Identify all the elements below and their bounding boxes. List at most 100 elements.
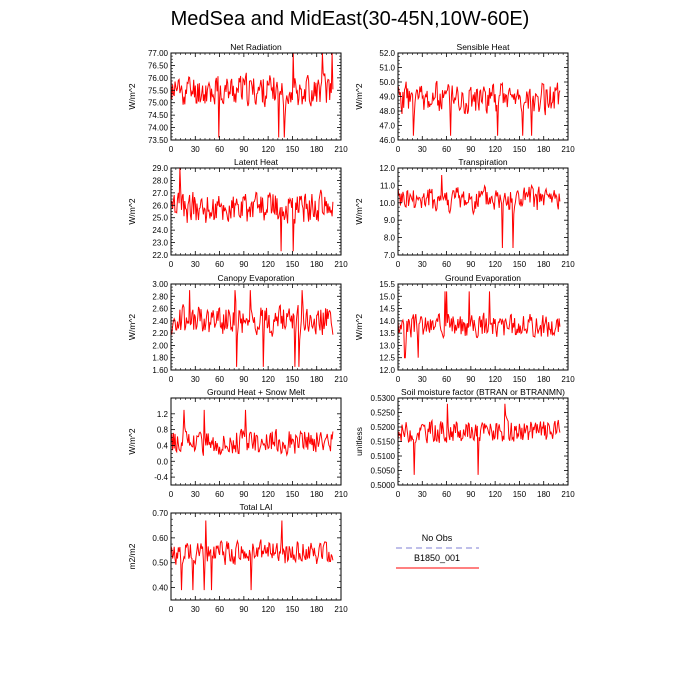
x-tick-label: 60: [442, 375, 451, 384]
x-tick-label: 30: [191, 605, 200, 614]
panel-2: 0 30 60 90 120 150 180 210 46.0 47.0 48.0 49.0 50.0 5…: [354, 42, 575, 154]
x-tick-label: 30: [418, 260, 427, 269]
x-tick-label: 60: [215, 375, 224, 384]
y-tick-label: 12.5: [379, 354, 395, 363]
x-tick-label: 90: [239, 490, 248, 499]
x-tick-label: 90: [239, 605, 248, 614]
x-tick-label: 150: [513, 490, 527, 499]
x-tick-label: 180: [537, 375, 551, 384]
y-tick-label: 1.80: [152, 354, 168, 363]
y-tick-label: 14.5: [379, 305, 395, 314]
y-tick-label: 25.0: [152, 214, 168, 223]
y-tick-label: 28.0: [152, 176, 168, 185]
x-tick-label: 90: [239, 260, 248, 269]
y-tick-label: 0.70: [152, 509, 168, 518]
x-tick-label: 210: [561, 260, 575, 269]
panel-title: Transpiration: [458, 157, 508, 167]
x-tick-label: 90: [466, 490, 475, 499]
y-tick-label: 13.0: [379, 341, 395, 350]
series-line: [397, 291, 561, 359]
panel-7: 0 30 60 90 120 150 180 210 -0.4 0.0 0.4 0.8 1.2 Groun…: [127, 387, 348, 499]
x-tick-label: 120: [488, 490, 502, 499]
y-axis-label: W/m^2: [127, 83, 137, 109]
series-line: [397, 174, 561, 249]
x-tick-label: 120: [488, 375, 502, 384]
x-tick-label: 120: [261, 145, 275, 154]
panel-title: Net Radiation: [230, 42, 282, 52]
y-tick-label: 76.50: [148, 61, 169, 70]
x-tick-label: 120: [488, 260, 502, 269]
x-tick-label: 180: [310, 375, 324, 384]
y-tick-label: 74.00: [148, 124, 169, 133]
panel-title: Canopy Evaporation: [217, 273, 294, 283]
x-tick-label: 30: [191, 260, 200, 269]
y-tick-label: 24.0: [152, 226, 168, 235]
y-axis-label: W/m^2: [127, 198, 137, 224]
x-tick-label: 180: [310, 145, 324, 154]
x-tick-label: 0: [396, 375, 401, 384]
panel-5: 0 30 60 90 120 150 180 210 1.60 1.80 2.00 2.20 2.40 2…: [127, 273, 348, 384]
legend: No Obs B1850_001: [396, 533, 479, 569]
x-tick-label: 210: [334, 375, 348, 384]
y-tick-label: 77.00: [148, 49, 169, 58]
x-tick-label: 90: [239, 145, 248, 154]
x-tick-label: 90: [466, 145, 475, 154]
y-tick-label: 12.0: [379, 164, 395, 173]
legend-label: B1850_001: [414, 553, 460, 563]
x-tick-label: 0: [169, 145, 174, 154]
y-tick-label: 0.5300: [371, 394, 396, 403]
x-tick-label: 150: [286, 490, 300, 499]
x-tick-label: 30: [418, 375, 427, 384]
y-tick-label: 27.0: [152, 189, 168, 198]
x-tick-label: 150: [513, 375, 527, 384]
x-tick-label: 150: [286, 260, 300, 269]
panel-4: 0 30 60 90 120 150 180 210 7.0 8.0 9.0 10.0 11.0 12.0…: [354, 157, 575, 269]
x-tick-label: 180: [537, 145, 551, 154]
plot-frame: [397, 397, 569, 486]
panel-title: Ground Heat + Snow Melt: [207, 387, 306, 397]
x-tick-label: 150: [513, 145, 527, 154]
series-line: [170, 52, 334, 138]
y-tick-label: 0.0: [157, 457, 169, 466]
y-tick-label: 74.50: [148, 111, 169, 120]
x-tick-label: 30: [191, 490, 200, 499]
y-tick-label: 10.0: [379, 199, 395, 208]
x-tick-label: 180: [310, 490, 324, 499]
panel-title: Latent Heat: [234, 157, 279, 167]
panel-9: 0 30 60 90 120 150 180 210 0.40 0.50 0.60 0.70 Total…: [127, 502, 348, 614]
x-tick-label: 60: [215, 605, 224, 614]
y-tick-label: 0.5050: [371, 467, 396, 476]
y-tick-label: 47.0: [379, 122, 395, 131]
y-tick-label: 73.50: [148, 136, 169, 145]
plot-frame: [170, 52, 342, 141]
series-line: [397, 403, 561, 475]
x-tick-label: 90: [466, 375, 475, 384]
y-tick-label: 75.00: [148, 99, 169, 108]
x-tick-label: 90: [466, 260, 475, 269]
plot-frame: [397, 167, 569, 256]
x-tick-label: 210: [334, 605, 348, 614]
y-axis-label: W/m^2: [354, 314, 364, 340]
y-tick-label: 22.0: [152, 251, 168, 260]
y-tick-label: 0.5100: [371, 452, 396, 461]
y-tick-label: 15.0: [379, 292, 395, 301]
x-tick-label: 0: [396, 260, 401, 269]
y-tick-label: 7.0: [384, 251, 396, 260]
x-tick-label: 30: [418, 490, 427, 499]
panel-8: 0 30 60 90 120 150 180 210 0.5000 0.5050 0.5100 0.5…: [354, 387, 575, 499]
y-tick-label: 0.60: [152, 534, 168, 543]
panel-6: 0 30 60 90 120 150 180 210 12.0 12.5 13.0 13.5 14.0 1…: [354, 273, 575, 384]
x-tick-label: 180: [537, 490, 551, 499]
y-tick-label: 13.5: [379, 329, 395, 338]
y-tick-label: 51.0: [379, 64, 395, 73]
y-axis-label: unitless: [354, 427, 364, 456]
x-tick-label: 210: [561, 375, 575, 384]
x-tick-label: 120: [261, 260, 275, 269]
series-line: [170, 520, 334, 591]
x-tick-label: 180: [310, 605, 324, 614]
panel-1: 0 30 60 90 120 150 180 210 73.50 74.00 74.50 75.00 7…: [127, 42, 348, 154]
x-tick-label: 60: [215, 145, 224, 154]
y-tick-label: 1.60: [152, 366, 168, 375]
y-tick-label: 46.0: [379, 136, 395, 145]
x-tick-label: 150: [286, 375, 300, 384]
